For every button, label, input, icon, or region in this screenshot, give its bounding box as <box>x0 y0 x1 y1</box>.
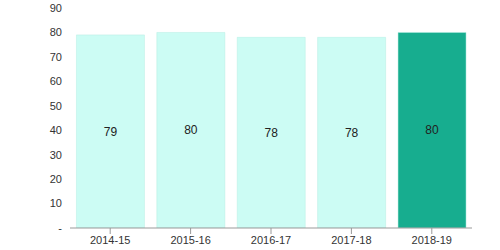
svg-text:60: 60 <box>50 75 62 87</box>
svg-text:2018-19: 2018-19 <box>412 234 452 246</box>
svg-text:2016-17: 2016-17 <box>251 234 291 246</box>
svg-text:90: 90 <box>50 2 62 14</box>
svg-text:2017-18: 2017-18 <box>331 234 371 246</box>
svg-text:-: - <box>58 222 62 234</box>
svg-text:10: 10 <box>50 197 62 209</box>
svg-text:40: 40 <box>50 124 62 136</box>
svg-text:2015-16: 2015-16 <box>170 234 210 246</box>
svg-text:79: 79 <box>104 125 118 139</box>
svg-text:2014-15: 2014-15 <box>90 234 130 246</box>
svg-text:78: 78 <box>265 126 279 140</box>
svg-text:70: 70 <box>50 51 62 63</box>
svg-text:50: 50 <box>50 100 62 112</box>
svg-text:30: 30 <box>50 149 62 161</box>
svg-text:78: 78 <box>345 126 359 140</box>
svg-text:20: 20 <box>50 173 62 185</box>
svg-text:80: 80 <box>425 123 439 137</box>
svg-text:80: 80 <box>50 26 62 38</box>
svg-text:80: 80 <box>184 123 198 137</box>
